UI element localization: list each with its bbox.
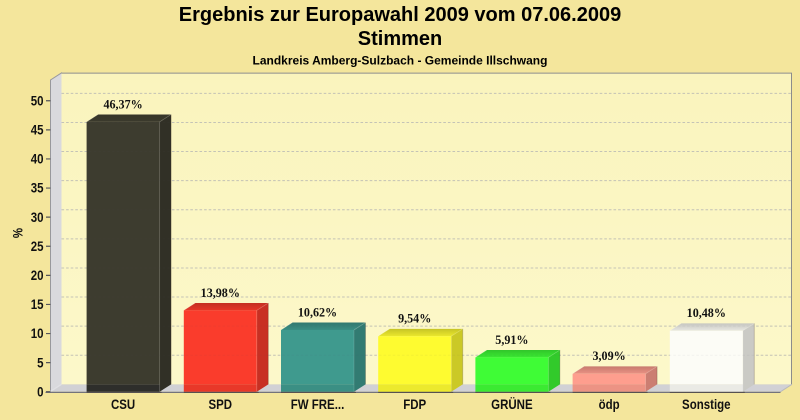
svg-text:0: 0 [37, 384, 43, 399]
svg-text:40: 40 [31, 152, 44, 167]
svg-text:5,91%: 5,91% [495, 333, 528, 347]
svg-text:Ergebnis zur Europawahl 2009 v: Ergebnis zur Europawahl 2009 vom 07.06.2… [179, 4, 621, 26]
svg-text:10,48%: 10,48% [687, 306, 726, 320]
svg-text:10,62%: 10,62% [298, 305, 337, 319]
svg-text:20: 20 [31, 268, 44, 283]
svg-text:45: 45 [31, 122, 44, 137]
svg-text:13,98%: 13,98% [201, 286, 240, 300]
svg-text:Sonstige: Sonstige [682, 396, 731, 412]
svg-text:10: 10 [31, 326, 44, 341]
svg-text:FDP: FDP [403, 396, 426, 412]
svg-text:15: 15 [31, 297, 44, 312]
svg-text:46,37%: 46,37% [103, 97, 142, 111]
svg-text:FW FRE...: FW FRE... [291, 396, 345, 412]
svg-text:25: 25 [31, 239, 44, 254]
svg-text:5: 5 [37, 355, 44, 370]
svg-text:35: 35 [31, 181, 44, 196]
svg-text:9,54%: 9,54% [398, 312, 431, 326]
svg-text:50: 50 [31, 93, 44, 108]
svg-text:ödp: ödp [599, 396, 620, 412]
svg-text:%: % [11, 228, 26, 238]
svg-text:CSU: CSU [111, 396, 135, 412]
svg-text:GRÜNE: GRÜNE [491, 396, 533, 412]
svg-text:Landkreis Amberg-Sulzbach - Ge: Landkreis Amberg-Sulzbach - Gemeinde Ill… [253, 53, 548, 67]
svg-text:Stimmen: Stimmen [358, 28, 442, 50]
svg-text:3,09%: 3,09% [592, 349, 625, 363]
svg-text:SPD: SPD [209, 396, 233, 412]
svg-text:30: 30 [31, 210, 44, 225]
